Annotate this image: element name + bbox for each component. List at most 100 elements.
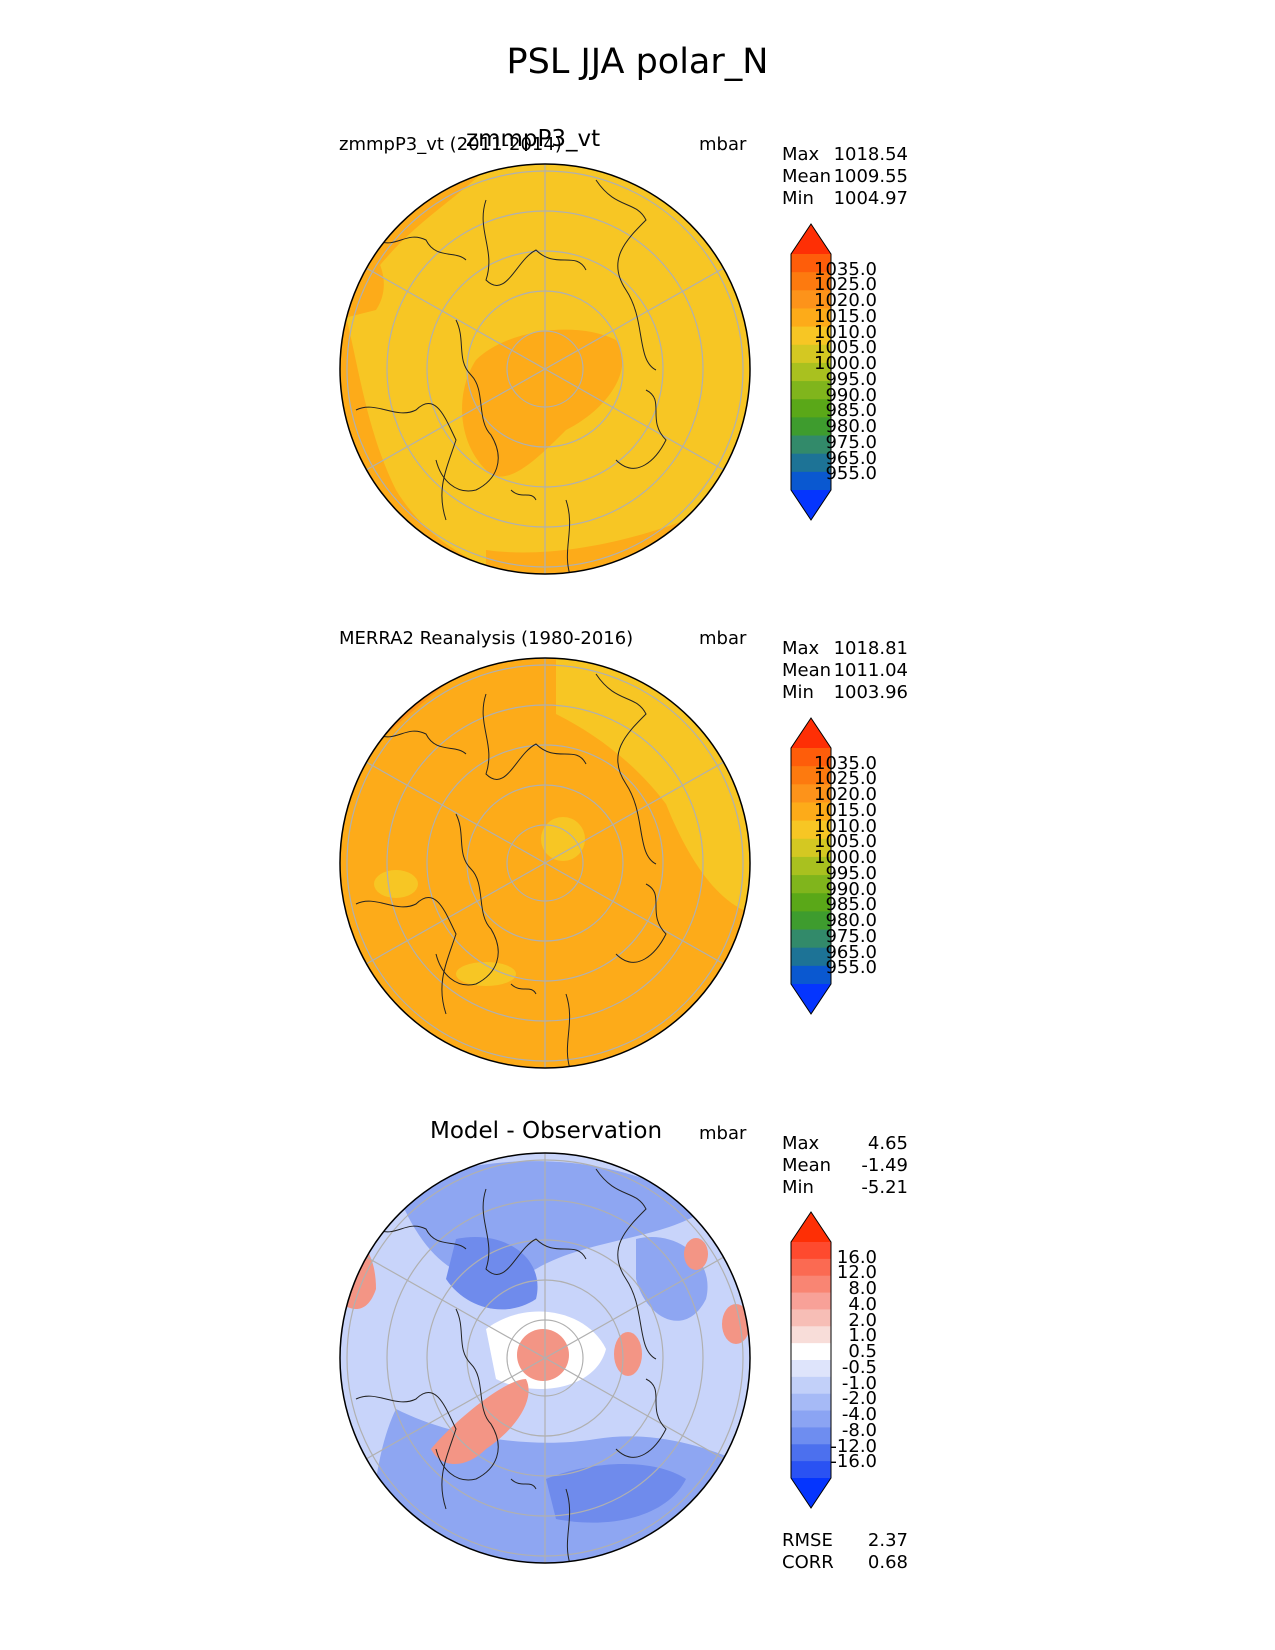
panel2-stat-max-label: Max [782, 638, 820, 659]
panel3-colorbar-bin [791, 1242, 831, 1260]
panel1-colorbar-extend-min [791, 490, 831, 520]
panel3-colorbar-tick: 1.0 [848, 1325, 877, 1347]
panel1-colorbar-bin [791, 453, 831, 473]
panel2-colorbar-tick: 1025.0 [814, 768, 877, 790]
panel3-field-pos-ne [684, 1238, 708, 1270]
panel3-corr-label: CORR [782, 1552, 834, 1573]
panel1-colorbar-bin [791, 362, 831, 382]
panel1-colorbar-bin [791, 435, 831, 455]
panel3-colorbar-bin [791, 1393, 831, 1412]
panel3-colorbar-bin [791, 1427, 831, 1445]
panel1-colorbar-bin [791, 417, 831, 437]
panel1-colorbar-tick: 1020.0 [814, 290, 877, 312]
panel1-colorbar-tick: 985.0 [825, 400, 877, 422]
panel2-subtitle: MERRA2 Reanalysis (1980-2016) [339, 628, 634, 649]
panel3-colorbar-tick: 0.5 [848, 1341, 877, 1363]
panel3-colorbar-tick: 2.0 [848, 1309, 877, 1331]
panel3-rmse-value: 2.37 [867, 1530, 908, 1551]
panel2-colorbar-tick: 1035.0 [814, 752, 877, 774]
panel2-colorbar-bin [791, 893, 831, 912]
panel2-colorbar-bin [791, 820, 831, 840]
panel1-colorbar-bin [791, 471, 831, 491]
panel2-colorbar-bin [791, 875, 831, 894]
panel1-field-high-center [462, 329, 623, 477]
panel2-coastlines [355, 673, 667, 1068]
panel3-stat-min-value: -5.21 [861, 1177, 908, 1198]
panel1-field-high-west-edge [340, 220, 384, 320]
panel3-stat-min-label: Min [782, 1177, 814, 1198]
panel1-colorbar-extend-max [791, 224, 831, 254]
panel1-stat-max-value: 1018.54 [833, 144, 908, 165]
panel3-stat-max-label: Max [782, 1133, 820, 1154]
panel2-colorbar-bin [791, 802, 831, 822]
panel2-field-low-west [374, 870, 418, 898]
panel2-colorbar-tick: 985.0 [825, 894, 877, 916]
panel3-colorbar-tick: -2.0 [841, 1388, 877, 1410]
panel2-map-border [339, 657, 751, 1069]
panel3-polar-map [339, 1152, 751, 1564]
panel1-colorbar-tick: 990.0 [825, 384, 877, 406]
panel3-map-border [339, 1152, 751, 1564]
panel1-colorbar-tick: 1010.0 [814, 321, 877, 343]
panel1-units: mbar [699, 134, 747, 155]
panel1-colorbar-tick: 1025.0 [814, 274, 877, 296]
panel2-units: mbar [699, 628, 747, 649]
panel1-colorbar-tick: 955.0 [825, 463, 877, 485]
panel1-colorbar-bin [791, 381, 831, 400]
panel1-colorbar-bin [791, 344, 831, 364]
panel1-colorbar [790, 223, 832, 521]
panel2-colorbar-extend-min [791, 984, 831, 1014]
panel3-coastlines [355, 1168, 667, 1563]
panel3-colorbar-bin [791, 1444, 831, 1462]
panel3-colorbar-tick: -16.0 [830, 1451, 877, 1473]
panel3-colorbar-bin [791, 1292, 831, 1310]
panel3-colorbar-tick: -0.5 [841, 1356, 877, 1378]
panel3-colorbar-outline [790, 1211, 832, 1509]
panel1-colorbar-bin [791, 308, 831, 328]
panel2-colorbar-tick: 1010.0 [814, 815, 877, 837]
panel3-colorbar-bin [791, 1309, 831, 1327]
panel1-colorbar-tick: 980.0 [825, 416, 877, 438]
panel1-stat-mean-label: Mean [782, 166, 832, 187]
panel3-title: Model - Observation [430, 1118, 663, 1144]
panel2-colorbar-bin [791, 947, 831, 967]
panel3-colorbar-bin [791, 1461, 831, 1479]
panel2-stat-max-value: 1018.81 [833, 638, 908, 659]
panel2-colorbar-tick: 980.0 [825, 910, 877, 932]
panel2-colorbar-tick: 975.0 [825, 925, 877, 947]
panel2-stat-min-value: 1003.96 [833, 682, 908, 703]
panel2-colorbar-tick: 995.0 [825, 862, 877, 884]
panel3-colorbar-tick: -4.0 [841, 1404, 877, 1426]
panel3-stat-mean-label: Mean [782, 1155, 832, 1176]
panel3-colorbar-bin [791, 1275, 831, 1294]
panel3-colorbar-tick: 16.0 [836, 1246, 877, 1268]
panel2-colorbar-bin [791, 929, 831, 949]
panel3-stat-mean-value: -1.49 [861, 1155, 908, 1176]
panel1-stat-min-label: Min [782, 188, 814, 209]
panel3-gridlines [340, 1153, 750, 1563]
panel3-colorbar-tick: -1.0 [841, 1372, 877, 1394]
panel1-colorbar-bin [791, 254, 831, 273]
panel1-subtitle: zmmpP3_vt (2011-2014) [339, 134, 562, 155]
panel3-colorbar-bin [791, 1376, 831, 1395]
panel3-units: mbar [699, 1123, 747, 1144]
panel2-colorbar-bin [791, 766, 831, 785]
panel2-colorbar-tick: 1020.0 [814, 784, 877, 806]
panel3-colorbar-extend-min [791, 1478, 831, 1508]
panel2-field-low-south [456, 962, 516, 986]
panel1-colorbar-bin [791, 272, 831, 291]
panel2-polar-map [339, 657, 751, 1069]
panel3-colorbar-bin [791, 1326, 831, 1344]
panel2-gridlines [340, 658, 750, 1068]
panel1-stat-mean-value: 1009.55 [833, 166, 908, 187]
panel1-colorbar-tick: 965.0 [825, 447, 877, 469]
panel1-colorbar-bin [791, 326, 831, 346]
panel2-colorbar-bin [791, 748, 831, 767]
panel3-colorbar-bin [791, 1360, 831, 1378]
panel2-field-low-pole [541, 817, 585, 861]
panel3-field-neg-south-core [546, 1464, 686, 1523]
panel3-rmse-label: RMSE [782, 1530, 833, 1551]
panel2-stat-mean-label: Mean [782, 660, 832, 681]
panel2-colorbar-bin [791, 856, 831, 876]
panel3-colorbar-tick: -8.0 [841, 1419, 877, 1441]
